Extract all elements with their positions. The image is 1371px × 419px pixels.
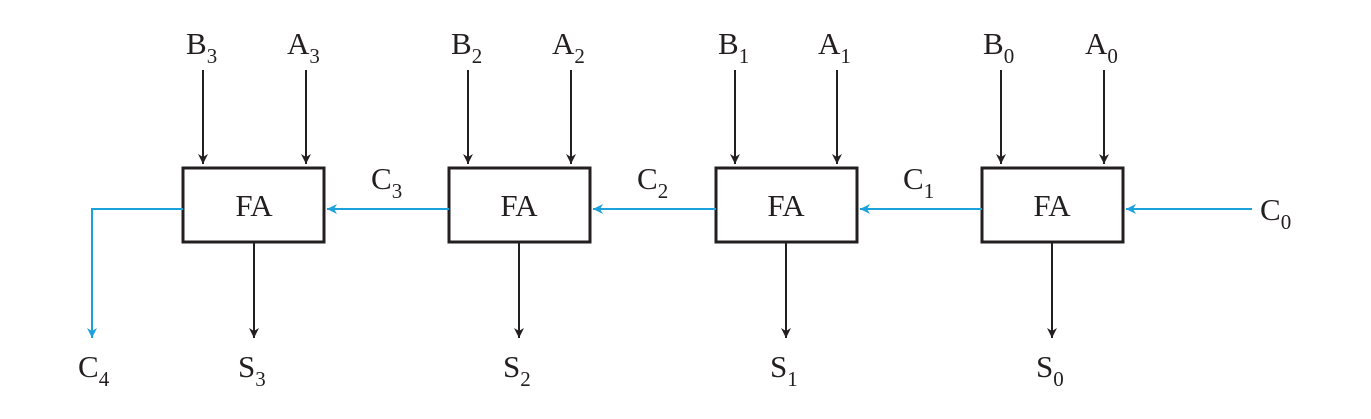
full-adder-3: FA B3 A3 S3 [181, 26, 326, 391]
sum-label-s2: S2 [503, 349, 531, 391]
carry-label-c2: C2 [637, 161, 668, 203]
input-label-b2: B2 [451, 26, 482, 68]
sum-label-s0: S0 [1036, 349, 1064, 391]
full-adder-label-3: FA [235, 188, 273, 223]
carry-out-label-c4: C4 [78, 349, 110, 391]
full-adder-label-0: FA [1033, 188, 1071, 223]
full-adder-box-2 [447, 166, 592, 244]
input-label-a1: A1 [818, 26, 851, 68]
carry-out-wire-c4 [87, 208, 183, 338]
sum-label-s3: S3 [238, 349, 266, 391]
carry-in-label-c0: C0 [1260, 192, 1291, 234]
input-label-b3: B3 [186, 26, 217, 68]
full-adder-0: FA B0 A0 S0 [980, 26, 1125, 391]
input-label-b1: B1 [718, 26, 749, 68]
input-label-a3: A3 [287, 26, 320, 68]
sum-label-s1: S1 [770, 349, 798, 391]
full-adder-box-3 [181, 166, 326, 244]
input-label-a0: A0 [1085, 26, 1118, 68]
full-adder-label-2: FA [500, 188, 538, 223]
input-label-b0: B0 [983, 26, 1014, 68]
full-adder-box-0 [980, 166, 1125, 244]
full-adder-box-1 [714, 166, 859, 244]
input-label-a2: A2 [552, 26, 585, 68]
full-adder-label-1: FA [767, 188, 805, 223]
full-adder-1: FA B1 A1 S1 [714, 26, 859, 391]
full-adder-2: FA B2 A2 S2 [447, 26, 592, 391]
carry-label-c1: C1 [903, 161, 934, 203]
carry-label-c3: C3 [371, 161, 402, 203]
